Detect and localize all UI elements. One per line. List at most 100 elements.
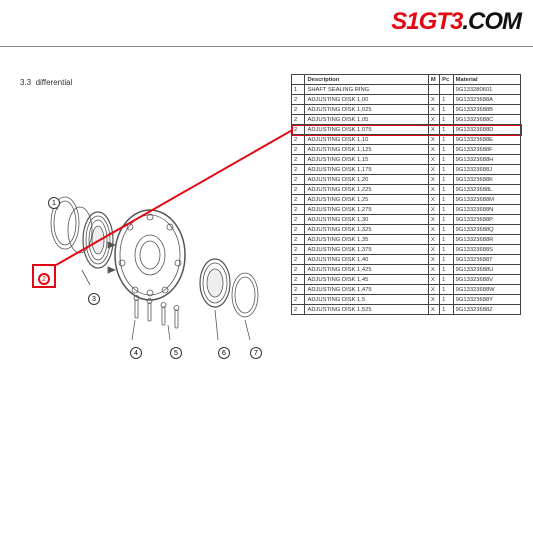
cell: 2 xyxy=(292,95,305,105)
cell: 2 xyxy=(292,195,305,205)
table-row: 2ADJUSTING DISK 1,125X19G13323688F xyxy=(292,145,521,155)
section-number: 3.3 xyxy=(20,78,31,87)
cell: 2 xyxy=(292,185,305,195)
cell: ADJUSTING DISK 1,125 xyxy=(305,145,428,155)
cell: X xyxy=(428,195,439,205)
cell: 9G13323688D xyxy=(453,125,520,135)
cell: 2 xyxy=(292,275,305,285)
cell: 1 xyxy=(440,145,454,155)
cell: 1 xyxy=(440,175,454,185)
cell: ADJUSTING DISK 1,45 xyxy=(305,275,428,285)
cell: ADJUSTING DISK 1,35 xyxy=(305,235,428,245)
th-1: Description xyxy=(305,75,428,85)
table-row: 2ADJUSTING DISK 1,275X19G13323688N xyxy=(292,205,521,215)
cell: ADJUSTING DISK 1,5 xyxy=(305,295,428,305)
cell: X xyxy=(428,265,439,275)
cell: 1 xyxy=(440,265,454,275)
cell: ADJUSTING DISK 1,15 xyxy=(305,155,428,165)
cell: SHAFT SEALING RING xyxy=(305,85,428,95)
cell: X xyxy=(428,245,439,255)
cell: 9G13323688A xyxy=(453,95,520,105)
logo-brand: S1GT3 xyxy=(391,8,462,35)
cell: X xyxy=(428,305,439,315)
cell: 2 xyxy=(292,165,305,175)
cell: 2 xyxy=(292,105,305,115)
cell: 9G13323688C xyxy=(453,115,520,125)
cell: 2 xyxy=(292,245,305,255)
section-label: 3.3 differential xyxy=(20,78,72,87)
cell: 1 xyxy=(440,135,454,145)
cell: 1 xyxy=(440,125,454,135)
cell: 1 xyxy=(440,155,454,165)
table-row: 2ADJUSTING DISK 1,15X19G13323688H xyxy=(292,155,521,165)
cell: 9G13323688Q xyxy=(453,225,520,235)
cell: 9G13323688N xyxy=(453,205,520,215)
cell: ADJUSTING DISK 1,10 xyxy=(305,135,428,145)
table-row: 2ADJUSTING DISK 1,325X19G13323688Q xyxy=(292,225,521,235)
th-2: M xyxy=(428,75,439,85)
cell xyxy=(428,85,439,95)
table-body: 1SHAFT SEALING RING9G1332806012ADJUSTING… xyxy=(292,85,521,315)
logo-suffix: .COM xyxy=(462,8,521,35)
cell: ADJUSTING DISK 1,25 xyxy=(305,195,428,205)
table-header-row: DescriptionMPcMaterial xyxy=(292,75,521,85)
cell: X xyxy=(428,95,439,105)
cell: 1 xyxy=(440,295,454,305)
cell: ADJUSTING DISK 1,05 xyxy=(305,115,428,125)
table-row: 2ADJUSTING DISK 1,225X19G13323688L xyxy=(292,185,521,195)
section-title: differential xyxy=(36,78,73,87)
exploded-diagram: 1234567 xyxy=(20,125,280,385)
cell: 1 xyxy=(440,215,454,225)
cell: X xyxy=(428,135,439,145)
cell: X xyxy=(428,295,439,305)
cell: ADJUSTING DISK 1,225 xyxy=(305,185,428,195)
cell: 9G13323688W xyxy=(453,285,520,295)
brand-logo: S1GT3.COM xyxy=(391,8,521,36)
table-row: 2ADJUSTING DISK 1,175X19G13323688J xyxy=(292,165,521,175)
cell: 1 xyxy=(440,115,454,125)
parts-table-wrap: DescriptionMPcMaterial 1 SHAFT SEALING RI… xyxy=(291,74,521,315)
callout-6: 6 xyxy=(218,347,230,359)
cell: 1 xyxy=(440,205,454,215)
cell: 2 xyxy=(292,175,305,185)
cell: X xyxy=(428,125,439,135)
cell: 9G13323688J xyxy=(453,165,520,175)
cell: 1 xyxy=(440,285,454,295)
parts-table: DescriptionMPcMaterial 1 SHAFT SEALING RI… xyxy=(291,74,521,315)
cell: 2 xyxy=(292,215,305,225)
table-row: 2ADJUSTING DISK 1,05X19G13323688C xyxy=(292,115,521,125)
cell: 9G13323688V xyxy=(453,275,520,285)
table-row: 1SHAFT SEALING RING9G133280601 xyxy=(292,85,521,95)
cell: ADJUSTING DISK 1,275 xyxy=(305,205,428,215)
cell: 1 xyxy=(440,255,454,265)
cell: 1 xyxy=(440,195,454,205)
table-row: 2ADJUSTING DISK 1,425X19G13323688U xyxy=(292,265,521,275)
cell: 2 xyxy=(292,155,305,165)
cell: ADJUSTING DISK 1,20 xyxy=(305,175,428,185)
table-row: 2ADJUSTING DISK 1,475X19G13323688W xyxy=(292,285,521,295)
cell: 9G13323688B xyxy=(453,105,520,115)
cell: 9G13323688U xyxy=(453,265,520,275)
cell: X xyxy=(428,225,439,235)
th-3: Pc xyxy=(440,75,454,85)
cell: X xyxy=(428,175,439,185)
cell: ADJUSTING DISK 1,30 xyxy=(305,215,428,225)
cell xyxy=(440,85,454,95)
callout-4: 4 xyxy=(130,347,142,359)
table-row: 2ADJUSTING DISK 1,45X19G13323688V xyxy=(292,275,521,285)
cell: 9G133280601 xyxy=(453,85,520,95)
cell: ADJUSTING DISK 1,00 xyxy=(305,95,428,105)
header-divider xyxy=(0,46,533,47)
th-4: Material xyxy=(453,75,520,85)
cell: X xyxy=(428,115,439,125)
callout-5: 5 xyxy=(170,347,182,359)
table-row: 2ADJUSTING DISK 1,025X19G13323688B xyxy=(292,105,521,115)
cell: 9G13323688P xyxy=(453,215,520,225)
cell: 9G13323688T xyxy=(453,255,520,265)
cell: ADJUSTING DISK 1,075 xyxy=(305,125,428,135)
cell: 1 xyxy=(440,235,454,245)
cell: 2 xyxy=(292,305,305,315)
cell: ADJUSTING DISK 1,475 xyxy=(305,285,428,295)
cell: 2 xyxy=(292,295,305,305)
cell: 9G13323688S xyxy=(453,245,520,255)
